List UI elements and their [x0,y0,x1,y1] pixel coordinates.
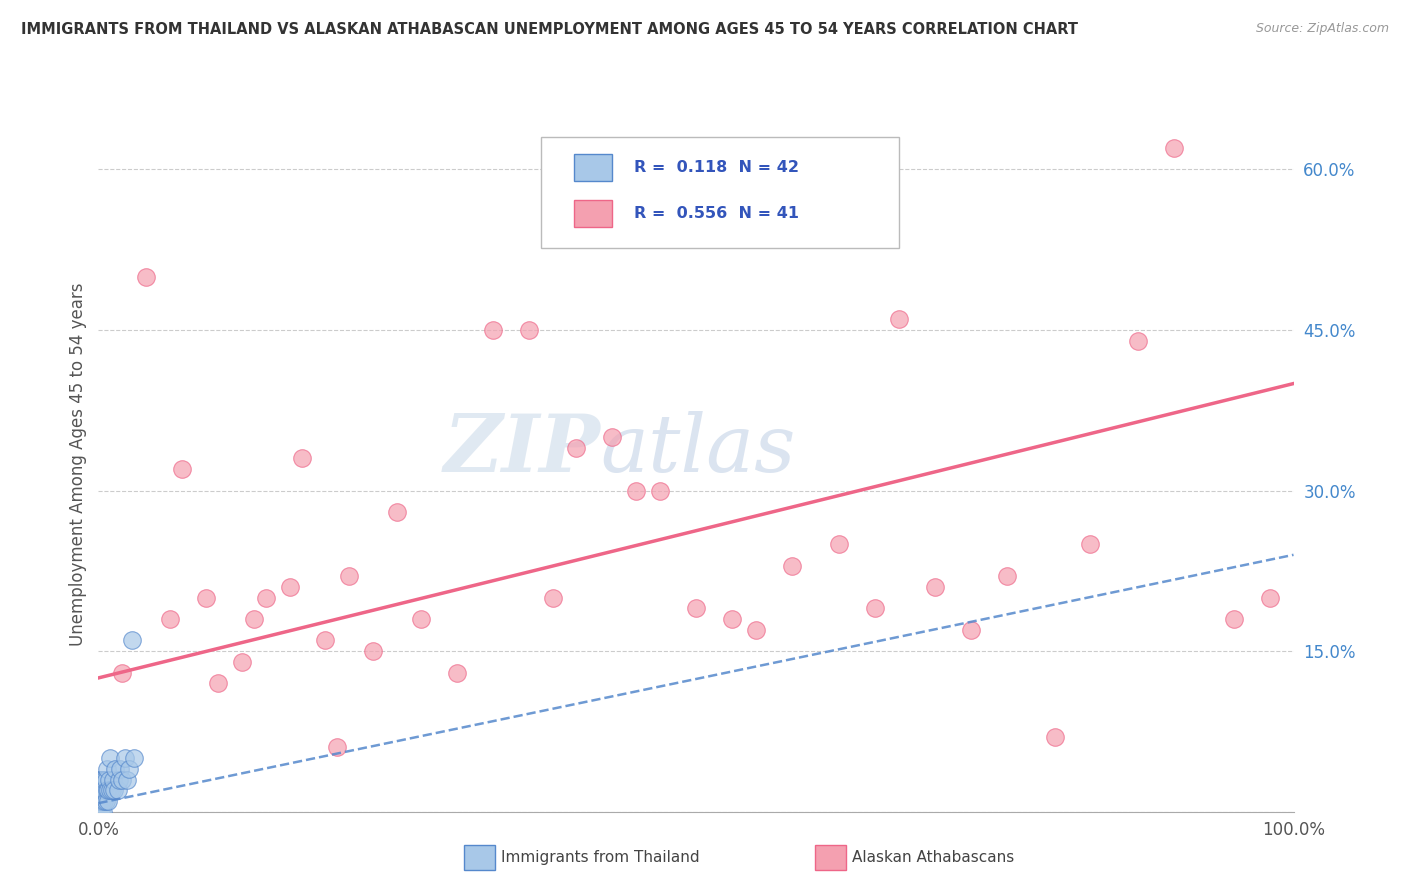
Point [100,783,122,797]
Text: Immigrants from Thailand: Immigrants from Thailand [501,850,699,864]
Point [93,783,115,797]
Text: ZIP: ZIP [443,411,600,489]
Point [600,430,623,444]
Point [108,762,131,776]
Point [254,591,277,605]
Point [541,591,564,605]
Point [94,794,117,808]
Point [1163,141,1185,155]
FancyBboxPatch shape [574,200,613,227]
Point [97,794,120,808]
Point [98,783,122,797]
Point [107,783,129,797]
Point [363,644,385,658]
Point [745,623,768,637]
Point [1128,334,1150,348]
Point [172,462,194,476]
Point [326,740,349,755]
Point [648,483,672,498]
Point [91,783,114,797]
Point [337,569,360,583]
Point [159,612,181,626]
FancyBboxPatch shape [574,154,613,181]
Point [97,783,120,797]
Point [828,537,851,551]
Point [94,772,117,787]
Point [959,623,981,637]
Point [96,762,118,776]
Point [278,580,301,594]
Point [114,751,136,765]
Point [104,762,127,776]
Point [231,655,253,669]
Point [889,312,911,326]
FancyBboxPatch shape [540,136,900,248]
Text: IMMIGRANTS FROM THAILAND VS ALASKAN ATHABASCAN UNEMPLOYMENT AMONG AGES 45 TO 54 : IMMIGRANTS FROM THAILAND VS ALASKAN ATHA… [21,22,1078,37]
Text: R =  0.118  N = 42: R = 0.118 N = 42 [634,160,799,175]
Point [98,751,122,765]
Point [87,772,110,787]
Point [863,601,886,615]
Point [87,783,110,797]
Point [87,794,110,808]
Point [1080,537,1102,551]
Point [315,633,337,648]
Point [91,772,114,787]
Point [1258,591,1281,605]
Text: Source: ZipAtlas.com: Source: ZipAtlas.com [1256,22,1389,36]
Point [103,783,125,797]
Point [411,612,433,626]
Point [624,483,647,498]
Point [243,612,266,626]
Point [481,323,505,337]
Point [90,805,112,819]
Point [93,772,115,787]
Point [207,676,229,690]
Point [517,323,540,337]
Point [1222,612,1246,626]
Point [111,665,134,680]
Point [995,569,1018,583]
Point [87,794,110,808]
Point [780,558,803,573]
Point [91,783,114,797]
Point [91,805,114,819]
Point [90,783,112,797]
Point [90,794,112,808]
Point [194,591,217,605]
Point [118,762,141,776]
Point [924,580,946,594]
Point [124,751,146,765]
Point [446,665,468,680]
Point [290,451,312,466]
Text: Alaskan Athabascans: Alaskan Athabascans [852,850,1014,864]
Point [685,601,707,615]
Point [1043,730,1066,744]
Point [93,794,115,808]
Point [385,505,409,519]
Text: R =  0.556  N = 41: R = 0.556 N = 41 [634,206,799,220]
Point [89,783,111,797]
Point [135,269,157,284]
Point [87,783,110,797]
Point [101,772,124,787]
Point [721,612,744,626]
Point [121,633,143,648]
Point [111,772,134,787]
Point [89,794,111,808]
Point [565,441,588,455]
Y-axis label: Unemployment Among Ages 45 to 54 years: Unemployment Among Ages 45 to 54 years [69,282,87,646]
Point [107,772,129,787]
Point [90,772,112,787]
Point [96,783,118,797]
Point [89,772,111,787]
Text: atlas: atlas [600,411,796,489]
Point [98,772,121,787]
Point [91,794,114,808]
Point [115,772,138,787]
